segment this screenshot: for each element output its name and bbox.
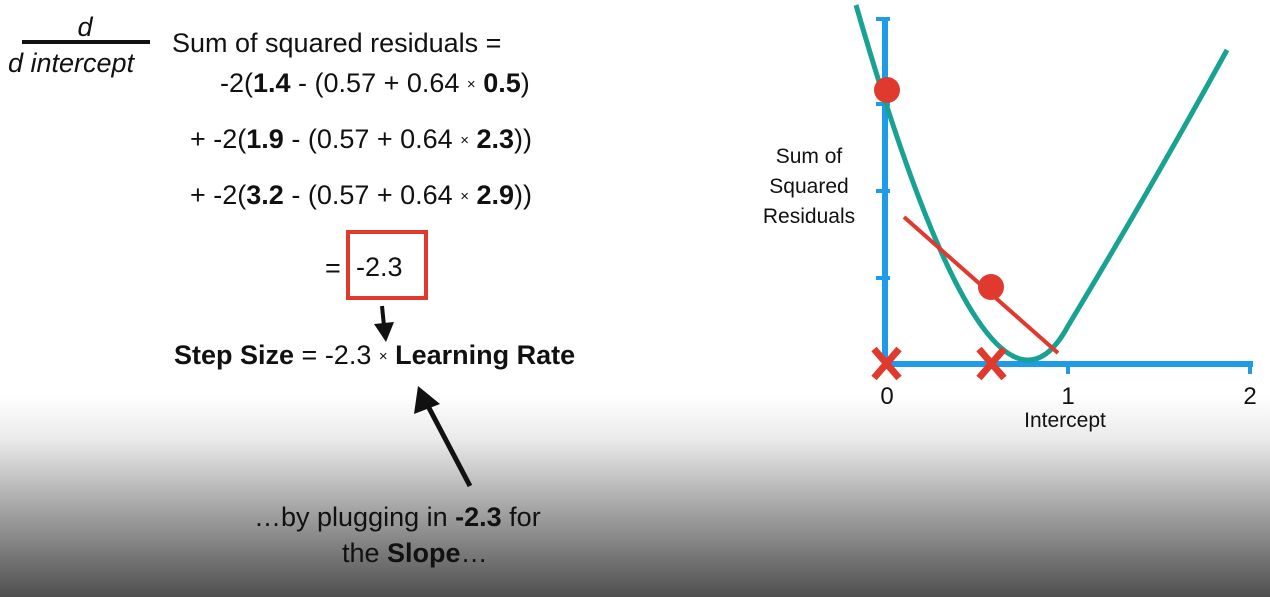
fraction-denominator: d intercept: [8, 48, 135, 78]
fraction-bar: [22, 40, 150, 44]
x-axis-label: Intercept: [1024, 409, 1106, 432]
data-point-intercept-057: [978, 274, 1004, 300]
term-row: -2(1.4 - (0.57 + 0.64 × 0.5): [220, 68, 530, 98]
result-value: -2.3: [356, 252, 403, 282]
x-tick-label: 0: [880, 383, 893, 410]
x-tick-label: 1: [1061, 383, 1074, 410]
x-mark-icon: [871, 346, 902, 381]
up-arrow-icon: [414, 386, 473, 488]
term-row: + -2(1.9 - (0.57 + 0.64 × 2.3)): [190, 124, 532, 154]
result-box: [346, 230, 428, 300]
y-axis-label-line: Squared: [769, 175, 848, 198]
derivative-lhs: Sum of squared residuals =: [172, 28, 502, 58]
down-arrow-icon: [374, 305, 394, 342]
fraction-numerator: d: [77, 12, 93, 42]
x-mark-icon: [976, 346, 1007, 381]
caption-line-1: …by plugging in -2.3 for: [254, 502, 541, 532]
caption-line-2: the Slope…: [342, 538, 488, 568]
y-axis-label-line: Sum of: [776, 145, 843, 168]
y-axis-label-line: Residuals: [763, 205, 855, 228]
term-row: + -2(3.2 - (0.57 + 0.64 × 2.9)): [190, 180, 532, 210]
result-equals: =: [325, 253, 341, 283]
ssr-curve: [853, 4, 1230, 363]
step-size-equation: Step Size = -2.3 × Learning Rate: [174, 340, 576, 370]
x-tick-label: 2: [1243, 383, 1256, 410]
data-point-intercept-0: [874, 77, 900, 103]
